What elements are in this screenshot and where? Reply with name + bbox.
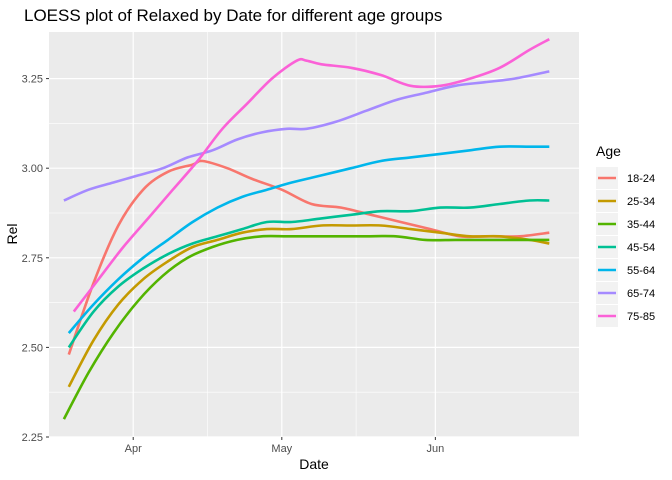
- legend-label: 55-64: [627, 265, 655, 277]
- y-tick-label: 2.50: [22, 342, 43, 354]
- y-axis-title: Rel: [4, 223, 20, 244]
- series-line-35-44: [62, 234, 550, 420]
- series-line-55-64: [67, 145, 550, 334]
- y-tick-label: 2.25: [22, 432, 43, 444]
- legend: Age 18-24 25-34 35-44 45-54 55-64 65-74 75-85: [596, 143, 655, 327]
- legend-label: 75-85: [627, 311, 655, 323]
- legend-title: Age: [596, 143, 621, 159]
- plot-panel: [49, 32, 579, 437]
- legend-label: 35-44: [627, 219, 655, 231]
- series-line-75-85: [72, 38, 550, 313]
- x-tick-label: Apr: [125, 443, 142, 455]
- series-line-65-74: [63, 70, 550, 202]
- y-tick-label: 3.00: [22, 163, 43, 175]
- x-tick-label: May: [271, 443, 292, 455]
- legend-label: 25-34: [627, 196, 655, 208]
- legend-label: 65-74: [627, 288, 655, 300]
- x-axis-title: Date: [299, 456, 329, 472]
- series-line-45-54: [67, 198, 550, 349]
- chart-title: LOESS plot of Relaxed by Date for differ…: [24, 6, 442, 25]
- y-tick-label: 3.25: [22, 74, 43, 86]
- axis-ticks: 2.25 2.50 2.75 3.00 3.25 Apr May Jun: [22, 74, 445, 455]
- x-tick-label: Jun: [426, 443, 444, 455]
- gridlines: [49, 32, 579, 438]
- y-tick-label: 2.75: [22, 253, 43, 265]
- legend-items: 18-24 25-34 35-44 45-54 55-64 65-74 75-85: [596, 167, 655, 327]
- series-lines: [62, 38, 550, 420]
- series-line-25-34: [67, 223, 550, 388]
- legend-label: 45-54: [627, 242, 655, 254]
- legend-label: 18-24: [627, 173, 655, 185]
